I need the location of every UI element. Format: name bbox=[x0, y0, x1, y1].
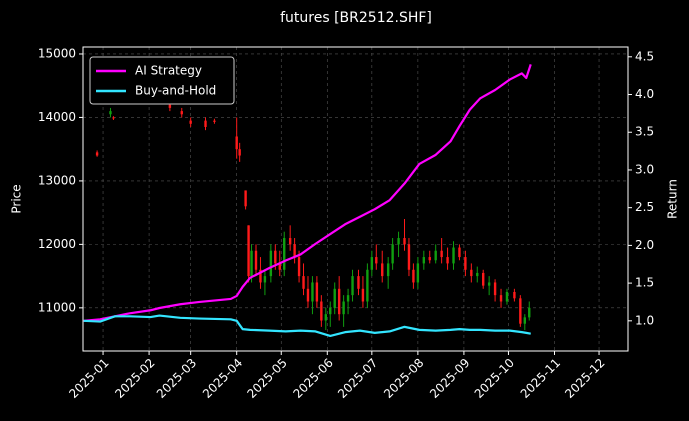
candle-body bbox=[259, 269, 262, 283]
candle-body bbox=[204, 120, 207, 127]
candle-body bbox=[288, 238, 292, 245]
candle-body bbox=[505, 291, 509, 302]
candle-body bbox=[386, 263, 390, 277]
candle-body bbox=[95, 152, 99, 156]
legend-label: AI Strategy bbox=[135, 64, 202, 78]
y-tick-label: 13000 bbox=[38, 173, 76, 187]
legend: AI Strategy Buy-and-Hold bbox=[89, 56, 235, 105]
y2-tick-label: 2.0 bbox=[635, 238, 654, 252]
candle-body bbox=[324, 314, 327, 321]
candle-body bbox=[329, 307, 332, 315]
candle-body bbox=[452, 247, 455, 264]
candle-body bbox=[391, 244, 394, 264]
candle-body bbox=[112, 117, 115, 119]
candle-body bbox=[493, 282, 497, 296]
candle-body bbox=[357, 276, 360, 289]
candle-body bbox=[293, 244, 296, 258]
candle-body bbox=[254, 250, 258, 270]
y2-tick-label: 1.0 bbox=[635, 313, 654, 327]
candle-body bbox=[263, 276, 267, 283]
candle-body bbox=[370, 257, 374, 270]
candle-body bbox=[306, 288, 310, 302]
candle-body bbox=[434, 250, 437, 261]
y-tick-label: 14000 bbox=[38, 110, 76, 124]
y2-tick-label: 3.0 bbox=[635, 162, 654, 176]
candle-body bbox=[351, 276, 354, 296]
candle-body bbox=[320, 301, 323, 321]
chart-title: futures [BR2512.SHF] bbox=[280, 10, 432, 26]
candle-body bbox=[499, 295, 503, 302]
y-tick-label: 15000 bbox=[38, 46, 76, 60]
candle-body bbox=[458, 247, 461, 258]
candle-body bbox=[311, 282, 314, 302]
y2-tick-label: 4.0 bbox=[635, 87, 654, 101]
candle-body bbox=[403, 238, 406, 245]
candle-body bbox=[416, 263, 420, 283]
candle-body bbox=[366, 269, 369, 302]
candle-body bbox=[407, 244, 411, 270]
legend-label: Buy-and-Hold bbox=[135, 84, 216, 98]
candle-body bbox=[422, 257, 426, 264]
candle-body bbox=[238, 149, 241, 156]
plot-frame bbox=[82, 46, 629, 352]
candle-body bbox=[440, 250, 443, 258]
return-line bbox=[83, 64, 532, 322]
candle-body bbox=[244, 190, 247, 207]
candle-body bbox=[250, 250, 253, 277]
candle-body bbox=[213, 120, 216, 122]
candle-body bbox=[412, 269, 415, 283]
candle-body bbox=[470, 269, 473, 277]
y2-axis-label: Return bbox=[666, 179, 680, 219]
candle-body bbox=[528, 307, 531, 318]
candle-body bbox=[381, 263, 384, 277]
candle-body bbox=[476, 272, 479, 277]
candle-body bbox=[523, 317, 526, 324]
candle-body bbox=[189, 120, 192, 124]
y-axis-label: Price bbox=[10, 184, 24, 213]
candle-body bbox=[168, 104, 172, 108]
candle-body bbox=[342, 301, 345, 315]
plot-area bbox=[83, 64, 532, 338]
candle-body bbox=[109, 111, 112, 115]
candle-body bbox=[482, 272, 485, 286]
candle-body bbox=[513, 291, 516, 299]
candle-body bbox=[375, 257, 378, 264]
candle-body bbox=[464, 257, 467, 270]
candle-body bbox=[397, 238, 400, 245]
candle-body bbox=[361, 288, 365, 302]
candle-body bbox=[337, 288, 341, 315]
y2-tick-label: 3.5 bbox=[635, 125, 654, 139]
candle-body bbox=[519, 298, 522, 324]
candle-body bbox=[297, 257, 301, 277]
candle-body bbox=[446, 257, 449, 264]
candle-body bbox=[487, 282, 491, 286]
candle-body bbox=[333, 288, 336, 308]
candle-body bbox=[302, 276, 305, 289]
y2-tick-label: 1.5 bbox=[635, 276, 654, 290]
candle-body bbox=[180, 111, 183, 115]
return-line bbox=[83, 314, 531, 338]
candle-body bbox=[274, 250, 277, 264]
candle-body bbox=[235, 136, 238, 150]
y2-tick-label: 4.5 bbox=[635, 49, 654, 63]
candle-body bbox=[346, 295, 350, 302]
candle-body bbox=[283, 238, 286, 270]
candle-body bbox=[428, 257, 431, 261]
candle-body bbox=[247, 225, 250, 277]
candle-body bbox=[278, 263, 281, 270]
y-tick-label: 11000 bbox=[38, 300, 76, 314]
y-tick-label: 12000 bbox=[38, 237, 76, 251]
candle-body bbox=[315, 282, 319, 302]
y2-tick-label: 2.5 bbox=[635, 200, 654, 214]
candle-body bbox=[269, 250, 273, 277]
